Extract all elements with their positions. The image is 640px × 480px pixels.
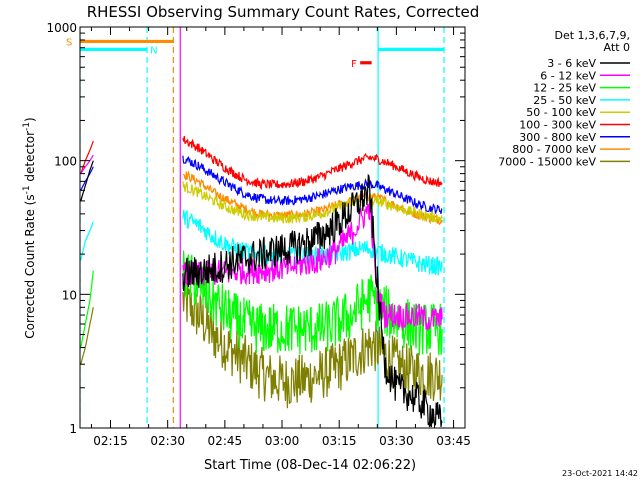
y-tick-label-0: 1 [69, 422, 77, 436]
series-line-7000-15000-kev-0 [80, 307, 94, 365]
axes: 02:15 02:30 02:45 03:00 03:15 03:30 03:45 1 10 10… [46, 21, 470, 448]
flag-label-f: F [351, 59, 357, 70]
flag-label-n: N [150, 45, 157, 56]
series-line-6-12-kev-0 [80, 154, 94, 174]
series-line-50-100-kev-0 [182, 181, 443, 224]
series-line-3-6-kev-0 [80, 160, 94, 202]
legend-entry-label-5: 100 - 300 keV [519, 119, 596, 132]
x-tick-label-5: 03:30 [379, 434, 414, 448]
flag-label-s: S [66, 37, 72, 48]
series-line-300-800-kev-1 [182, 155, 443, 214]
legend-entry-label-6: 300 - 800 keV [519, 131, 596, 144]
plot-frame [79, 26, 466, 429]
series-line-100-300-kev-1 [182, 135, 443, 191]
y-tick-label-3: 1000 [46, 21, 77, 35]
legend-header-attenuator: Att 0 [604, 41, 630, 54]
footer-date: 23-Oct-2021 14:42 [562, 469, 638, 478]
chart-title: RHESSI Observing Summary Count Rates, Co… [87, 3, 480, 21]
x-tick-label-6: 03:45 [436, 434, 471, 448]
x-axis-label: Start Time (08-Dec-14 02:06:22) [204, 458, 416, 473]
series-line-100-300-kev-0 [80, 140, 94, 174]
plot-area: S N F [66, 27, 445, 428]
legend-entry-label-3: 25 - 50 keV [533, 94, 596, 107]
legend-entry-label-7: 800 - 7000 keV [512, 143, 596, 156]
series-line-3-6-kev-1 [182, 173, 443, 428]
legend-entry-label-8: 7000 - 15000 keV [498, 155, 596, 168]
legend-entry-label-0: 3 - 6 keV [547, 57, 596, 70]
legend-entry-label-4: 50 - 100 keV [526, 106, 596, 119]
series-group [80, 27, 445, 428]
y-axis-label: Corrected Count Rate (s-1 detector-1) [22, 117, 37, 338]
legend-entry-label-2: 12 - 25 keV [533, 82, 596, 95]
legend-header-detectors: Det 1,3,6,7,9, [554, 29, 630, 42]
x-tick-label-3: 03:00 [265, 434, 300, 448]
y-tick-label-2: 100 [54, 155, 77, 169]
x-tick-label-1: 02:30 [150, 434, 185, 448]
series-line-12-25-kev-0 [80, 270, 94, 348]
series-line-7000-15000-kev-1 [182, 275, 443, 409]
x-tick-label-0: 02:15 [93, 434, 128, 448]
legend-entry-label-1: 6 - 12 keV [540, 69, 596, 82]
x-tick-label-4: 03:15 [322, 434, 357, 448]
series-line-25-50-kev-0 [80, 221, 94, 261]
y-tick-label-1: 10 [62, 288, 77, 302]
x-tick-label-2: 02:45 [208, 434, 243, 448]
